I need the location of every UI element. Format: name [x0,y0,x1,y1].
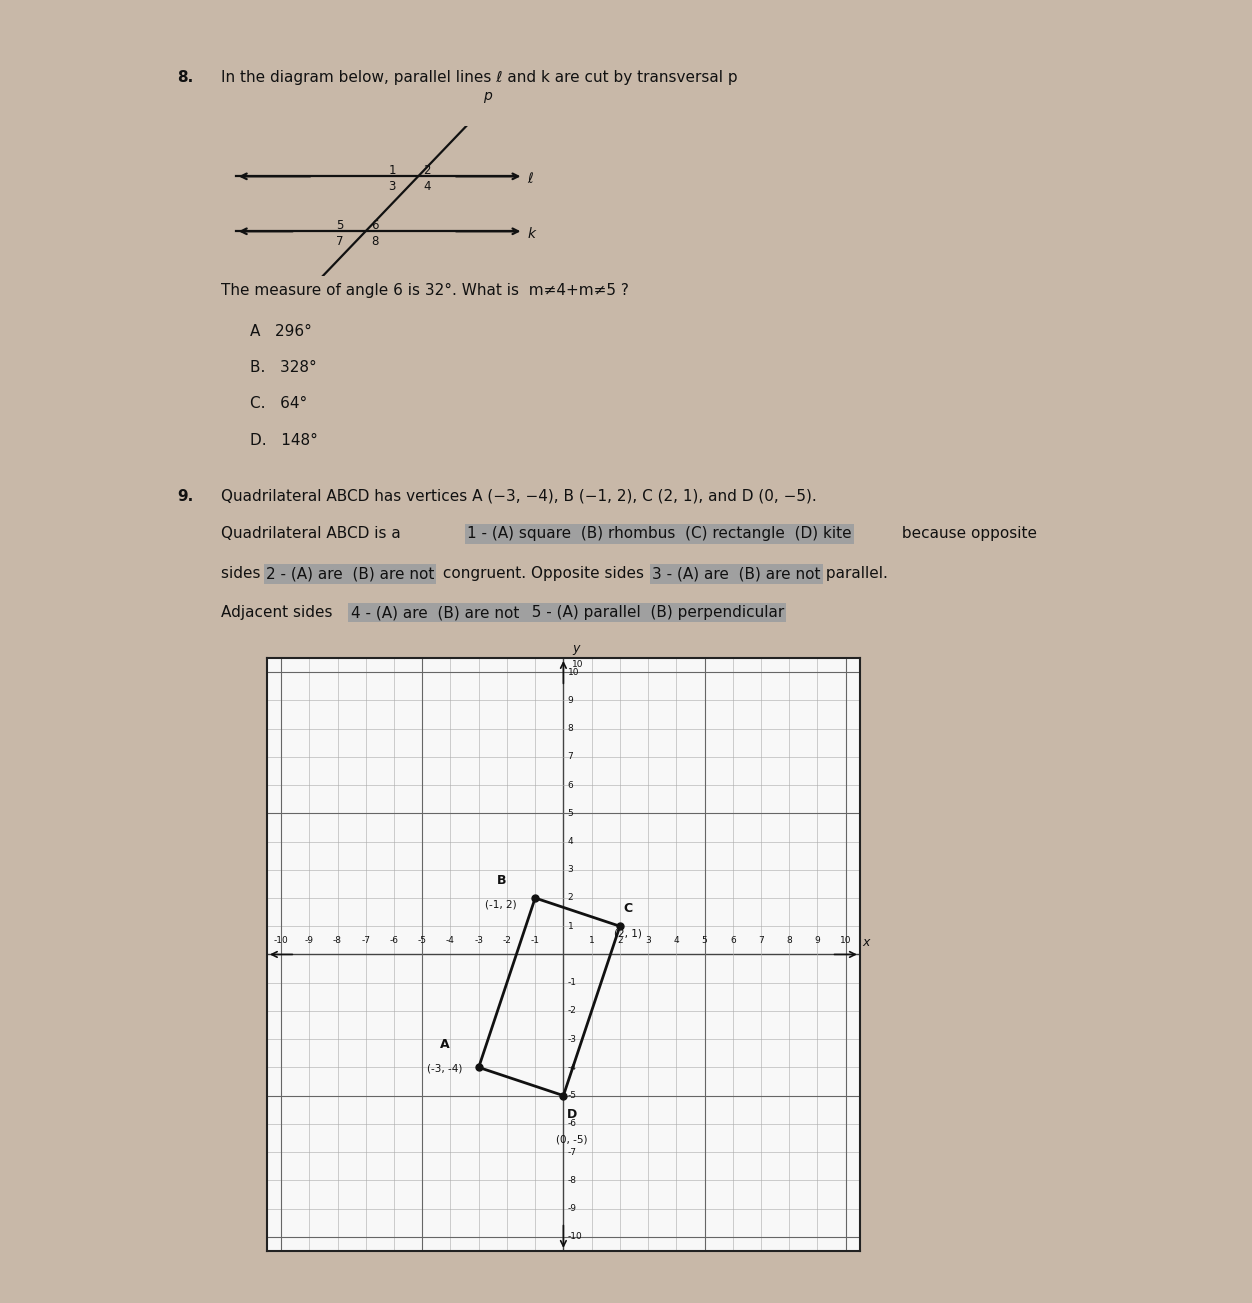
Text: -6: -6 [567,1119,577,1128]
Text: -3: -3 [567,1035,577,1044]
Text: 10: 10 [567,667,580,676]
Text: $p$: $p$ [483,90,493,106]
Text: 6: 6 [730,936,736,945]
Text: 5: 5 [567,809,573,818]
Text: B: B [497,874,506,887]
Text: D.   148°: D. 148° [250,433,318,448]
Text: 4: 4 [674,936,679,945]
Text: 2: 2 [567,894,573,903]
Text: 1: 1 [588,936,595,945]
Text: The measure of angle 6 is 32°. What is  m≠4+m≠5 ?: The measure of angle 6 is 32°. What is m… [220,283,629,297]
Text: In the diagram below, parallel lines ℓ and k are cut by transversal p: In the diagram below, parallel lines ℓ a… [220,70,737,85]
Text: -3: -3 [475,936,483,945]
Text: y: y [572,642,580,655]
Text: 1: 1 [567,921,573,930]
Text: 2: 2 [423,164,431,177]
Text: 8: 8 [786,936,793,945]
Text: -7: -7 [567,1148,577,1157]
Text: 5 - (A) parallel  (B) perpendicular: 5 - (A) parallel (B) perpendicular [522,605,784,620]
Text: Quadrilateral ABCD is a: Quadrilateral ABCD is a [220,526,406,542]
Text: (0, -5): (0, -5) [556,1134,587,1144]
Text: -9: -9 [567,1204,577,1213]
Text: 7: 7 [759,936,764,945]
Text: -2: -2 [502,936,511,945]
Text: C: C [623,902,634,915]
Text: 8: 8 [371,235,378,248]
Text: 10: 10 [840,936,851,945]
Text: because opposite: because opposite [896,526,1037,542]
Text: (2, 1): (2, 1) [615,928,642,938]
Text: 9: 9 [567,696,573,705]
Text: -10: -10 [567,1233,582,1242]
Text: -8: -8 [567,1175,577,1184]
Text: 3: 3 [388,180,396,193]
Text: -6: -6 [389,936,398,945]
Text: D: D [567,1108,577,1121]
Text: 4 - (A) are  (B) are not: 4 - (A) are (B) are not [351,605,520,620]
Text: -5: -5 [418,936,427,945]
Text: 3: 3 [567,865,573,874]
Text: A: A [439,1037,449,1050]
Text: -4: -4 [446,936,454,945]
Text: -8: -8 [333,936,342,945]
Text: 4: 4 [423,180,431,193]
Text: Quadrilateral ABCD has vertices A (−3, −4), B (−1, 2), C (2, 1), and D (0, −5).: Quadrilateral ABCD has vertices A (−3, −… [220,489,816,504]
Text: 5: 5 [336,219,343,232]
Text: 9.: 9. [177,489,193,504]
Text: 1: 1 [388,164,396,177]
Text: congruent. Opposite sides: congruent. Opposite sides [437,567,649,581]
Text: A   296°: A 296° [250,323,312,339]
Text: 8.: 8. [177,70,193,85]
Text: $k$: $k$ [527,225,537,241]
Text: sides: sides [220,567,265,581]
Text: -7: -7 [362,936,371,945]
Text: 7: 7 [567,752,573,761]
Text: 1 - (A) square  (B) rhombus  (C) rectangle  (D) kite: 1 - (A) square (B) rhombus (C) rectangle… [467,526,851,542]
Text: C.   64°: C. 64° [250,396,307,412]
Text: 4: 4 [567,837,573,846]
Text: 2: 2 [617,936,622,945]
Text: 10: 10 [572,661,583,670]
Text: 3 - (A) are  (B) are not: 3 - (A) are (B) are not [652,567,821,581]
Text: parallel.: parallel. [821,567,888,581]
Text: 9: 9 [815,936,820,945]
Text: -1: -1 [531,936,540,945]
Text: 6: 6 [567,780,573,790]
Text: -10: -10 [274,936,288,945]
Text: 3: 3 [645,936,651,945]
Text: -2: -2 [567,1006,576,1015]
Text: B.   328°: B. 328° [250,360,317,375]
Text: x: x [863,936,870,949]
Text: $\ell$: $\ell$ [527,171,533,185]
Text: -5: -5 [567,1091,577,1100]
Text: 2 - (A) are  (B) are not: 2 - (A) are (B) are not [265,567,434,581]
Text: -4: -4 [567,1063,576,1072]
Text: Adjacent sides: Adjacent sides [220,605,337,620]
Text: 8: 8 [567,724,573,734]
Text: -1: -1 [567,979,577,988]
Text: -9: -9 [304,936,314,945]
Text: (-3, -4): (-3, -4) [427,1063,462,1074]
Text: 5: 5 [701,936,707,945]
Text: 6: 6 [371,219,378,232]
Text: 7: 7 [336,235,343,248]
Text: (-1, 2): (-1, 2) [486,900,517,909]
